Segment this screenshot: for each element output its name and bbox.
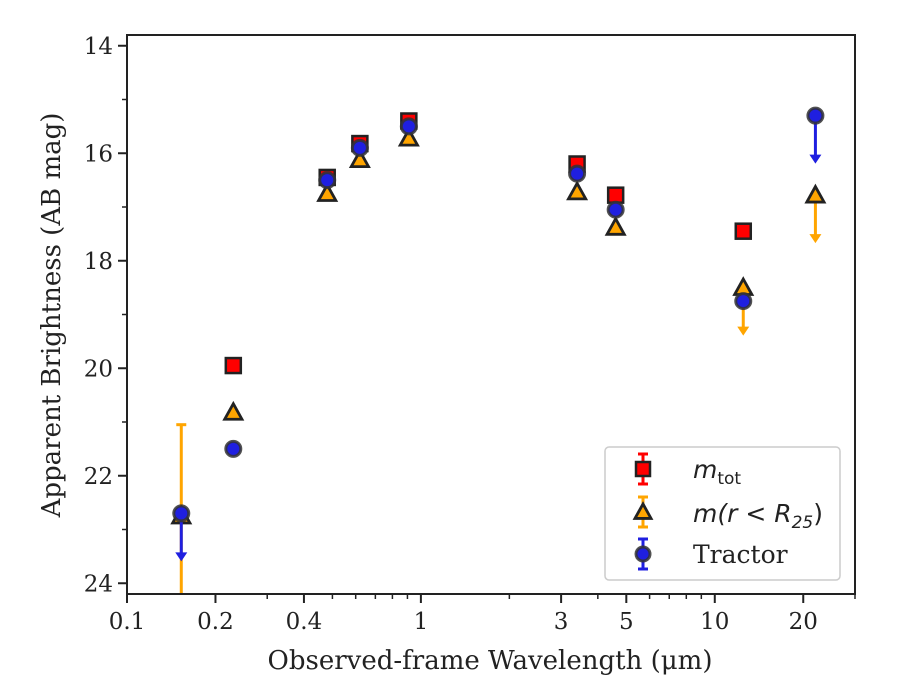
data-point-circle bbox=[806, 106, 825, 125]
y-tick-label: 18 bbox=[84, 249, 113, 275]
legend-label-mtot: mtot bbox=[693, 455, 741, 489]
y-tick-label: 24 bbox=[84, 571, 113, 597]
data-marks bbox=[170, 106, 827, 594]
legend-marker-triangle bbox=[632, 501, 654, 520]
data-point-triangle bbox=[804, 183, 827, 204]
x-tick-label: 20 bbox=[789, 609, 818, 635]
data-point-circle bbox=[350, 138, 369, 157]
data-point-circle bbox=[734, 292, 753, 311]
legend: mtot m(r < R25) Tractor bbox=[604, 446, 841, 581]
data-point-triangle bbox=[222, 400, 245, 421]
legend-label-tractor: Tractor bbox=[693, 540, 788, 569]
x-tick-label: 3 bbox=[554, 609, 569, 635]
series-square bbox=[224, 112, 753, 375]
plot-frame bbox=[126, 34, 856, 595]
upper-limit-arrow-head bbox=[175, 552, 188, 562]
x-tick-label: 0.2 bbox=[197, 609, 234, 635]
data-point-triangle bbox=[566, 180, 589, 201]
data-point-circle bbox=[172, 504, 191, 523]
upper-limit-arrow-head bbox=[809, 154, 822, 164]
data-point-circle bbox=[606, 200, 625, 219]
data-point-triangle bbox=[397, 126, 420, 147]
x-axis-label: Observed-frame Wavelength (μm) bbox=[268, 646, 713, 676]
x-tick-label: 5 bbox=[619, 609, 634, 635]
data-point-triangle bbox=[604, 215, 627, 236]
series-circle bbox=[172, 106, 825, 562]
data-point-circle bbox=[318, 171, 337, 190]
y-tick-label: 14 bbox=[84, 34, 113, 60]
data-point-circle bbox=[568, 164, 587, 183]
y-tick-label: 20 bbox=[84, 356, 113, 382]
data-point-triangle bbox=[316, 182, 339, 202]
axis-ticks: 0.1 0.2 0.4 1 3 5 10 20 14 16 18 20 22 24 bbox=[84, 34, 856, 635]
upper-limit-arrow-head bbox=[737, 326, 750, 336]
data-point-square bbox=[606, 186, 625, 204]
legend-marker-circle bbox=[634, 545, 652, 563]
y-axis-label: Apparent Brightness (AB mag) bbox=[37, 113, 67, 519]
data-point-square bbox=[224, 356, 243, 375]
y-tick-label: 22 bbox=[84, 464, 113, 490]
data-point-circle bbox=[399, 117, 418, 136]
y-tick-label: 16 bbox=[84, 141, 113, 167]
x-tick-label: 0.1 bbox=[109, 609, 146, 635]
x-tick-label: 1 bbox=[414, 609, 429, 635]
legend-box bbox=[604, 446, 841, 581]
x-tick-label: 10 bbox=[700, 609, 729, 635]
upper-limit-arrow-head bbox=[809, 234, 822, 244]
x-tick-label: 0.4 bbox=[286, 609, 323, 635]
data-point-triangle bbox=[348, 148, 371, 168]
data-point-circle bbox=[224, 439, 243, 458]
data-point-square bbox=[734, 222, 753, 240]
legend-marker-square bbox=[634, 460, 652, 478]
legend-label-mr25: m(r < R25) bbox=[693, 499, 823, 533]
